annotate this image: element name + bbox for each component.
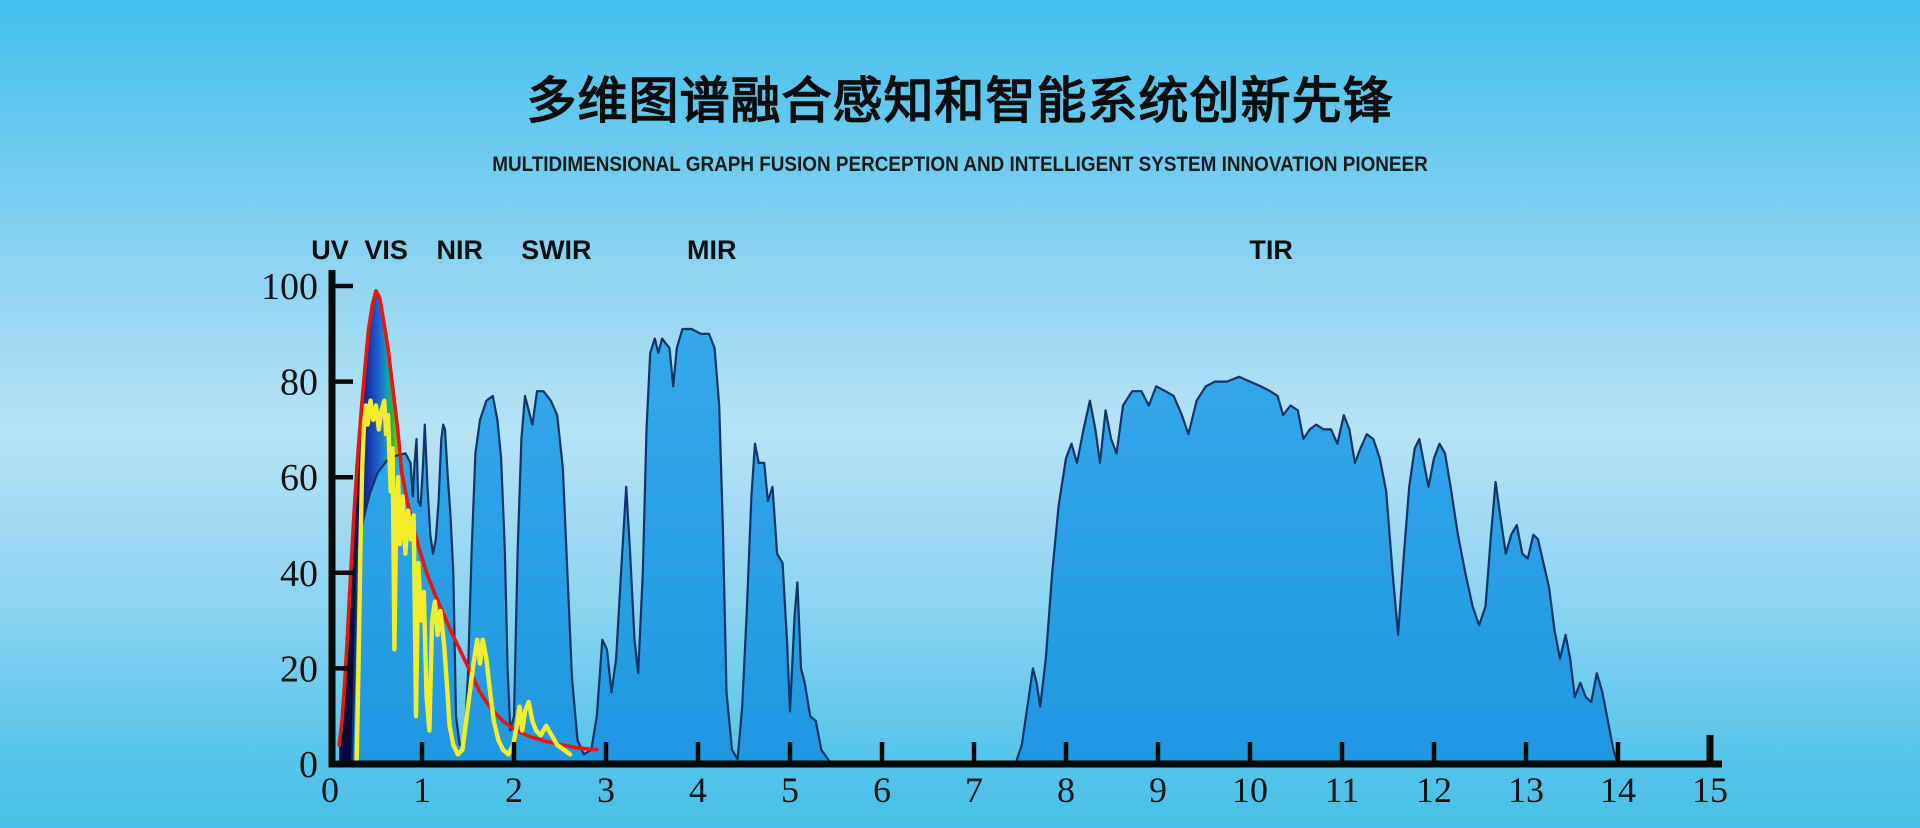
band-label-swir: SWIR bbox=[521, 235, 592, 265]
page-subtitle: MULTIDIMENSIONAL GRAPH FUSION PERCEPTION… bbox=[492, 153, 1428, 176]
x-tick-label: 9 bbox=[1149, 770, 1167, 810]
band-label-tir: TIR bbox=[1249, 235, 1293, 265]
x-tick-label: 12 bbox=[1416, 770, 1452, 810]
y-tick-label: 100 bbox=[261, 266, 318, 308]
x-tick-label: 0 bbox=[321, 770, 339, 810]
band-label-vis: VIS bbox=[364, 235, 408, 265]
y-tick-label: 60 bbox=[280, 457, 318, 499]
page-title: 多维图谱融合感知和智能系统创新先锋 bbox=[526, 73, 1394, 129]
x-tick-label: 8 bbox=[1057, 770, 1075, 810]
x-tick-label: 2 bbox=[505, 770, 523, 810]
x-tick-label: 4 bbox=[689, 770, 707, 810]
x-tick-label: 3 bbox=[597, 770, 615, 810]
x-tick-label: 14 bbox=[1600, 770, 1636, 810]
transmission-windows-area bbox=[351, 327, 1620, 766]
y-tick-label: 40 bbox=[280, 553, 318, 595]
x-tick-label: 15 bbox=[1692, 770, 1728, 810]
x-tick-label: 7 bbox=[965, 770, 983, 810]
x-tick-label: 1 bbox=[413, 770, 431, 810]
band-label-nir: NIR bbox=[436, 235, 483, 265]
ground-solar-curve bbox=[354, 398, 573, 762]
band-label-uv: UV bbox=[311, 235, 349, 265]
x-tick-label: 6 bbox=[873, 770, 891, 810]
y-tick-label: 20 bbox=[280, 648, 318, 690]
x-tick-label: 5 bbox=[781, 770, 799, 810]
x-tick-label: 13 bbox=[1508, 770, 1544, 810]
y-tick-label: 80 bbox=[280, 362, 318, 404]
x-tick-label: 10 bbox=[1232, 770, 1268, 810]
x-tick-label: 11 bbox=[1325, 770, 1360, 810]
band-label-mir: MIR bbox=[687, 235, 737, 265]
y-tick-label: 0 bbox=[299, 744, 318, 786]
